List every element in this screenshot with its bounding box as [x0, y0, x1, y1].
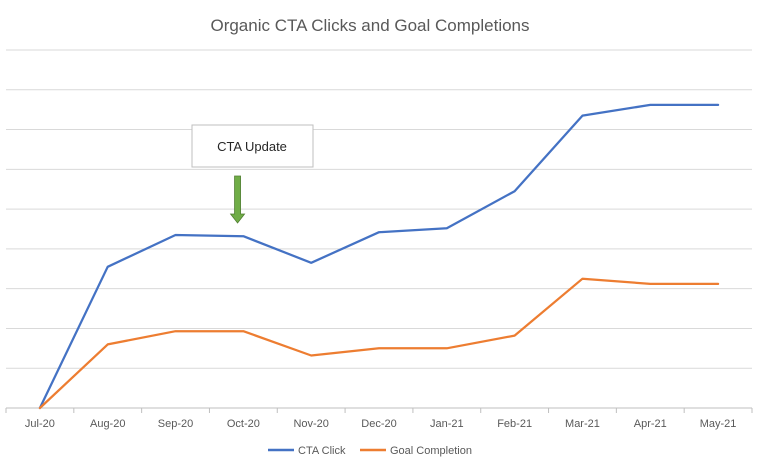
- x-tick-label: Jan-21: [430, 418, 464, 430]
- x-tick-label: Mar-21: [565, 418, 600, 430]
- legend-label: Goal Completion: [390, 445, 472, 457]
- chart-title: Organic CTA Clicks and Goal Completions: [210, 16, 529, 35]
- legend: CTA Click Goal Completion: [268, 445, 472, 457]
- x-tick-label: Sep-20: [158, 418, 193, 430]
- series-line-1: [38, 103, 720, 410]
- annotation-label: CTA Update: [217, 139, 287, 154]
- gridlines: [6, 49, 752, 409]
- legend-label: CTA Click: [298, 445, 346, 457]
- x-tick-label: Feb-21: [497, 418, 532, 430]
- x-axis-ticks: Jul-20 Aug-20 Sep-20 Oct-20 Nov-20 Dec-20 Jan-…: [5, 408, 753, 430]
- x-tick-label: Oct-20: [227, 418, 260, 430]
- x-tick-label: Dec-20: [361, 418, 396, 430]
- series-line-2: [38, 277, 720, 410]
- x-tick-label: Nov-20: [293, 418, 328, 430]
- annotation-box: [191, 124, 314, 168]
- x-tick-label: Apr-21: [634, 418, 667, 430]
- x-tick-label: Aug-20: [90, 418, 125, 430]
- x-tick-label: May-21: [700, 418, 737, 430]
- x-tick-label: Jul-20: [25, 418, 55, 430]
- series-lines: [38, 103, 720, 410]
- annotation: CTA Update: [191, 124, 314, 224]
- down-arrow-icon: [229, 175, 246, 224]
